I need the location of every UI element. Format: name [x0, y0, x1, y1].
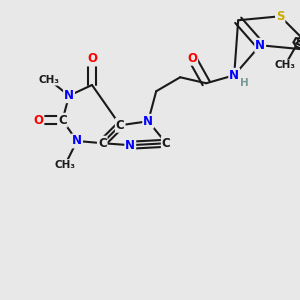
Text: CH₃: CH₃ [55, 160, 76, 170]
Text: O: O [34, 114, 44, 127]
Text: CH₃: CH₃ [274, 60, 296, 70]
Text: N: N [255, 39, 265, 52]
Text: CH₃: CH₃ [38, 75, 59, 85]
Text: C: C [58, 114, 67, 127]
Text: N: N [64, 89, 74, 102]
Text: C: C [98, 137, 106, 150]
Text: S: S [276, 10, 284, 23]
Text: O: O [87, 52, 97, 65]
Text: O: O [187, 52, 197, 65]
Text: C: C [162, 137, 171, 150]
Text: C: C [116, 119, 124, 132]
Text: N: N [143, 115, 153, 128]
Text: H: H [240, 78, 249, 88]
Text: N: N [229, 69, 239, 82]
Text: N: N [125, 139, 135, 152]
Text: N: N [72, 134, 82, 148]
